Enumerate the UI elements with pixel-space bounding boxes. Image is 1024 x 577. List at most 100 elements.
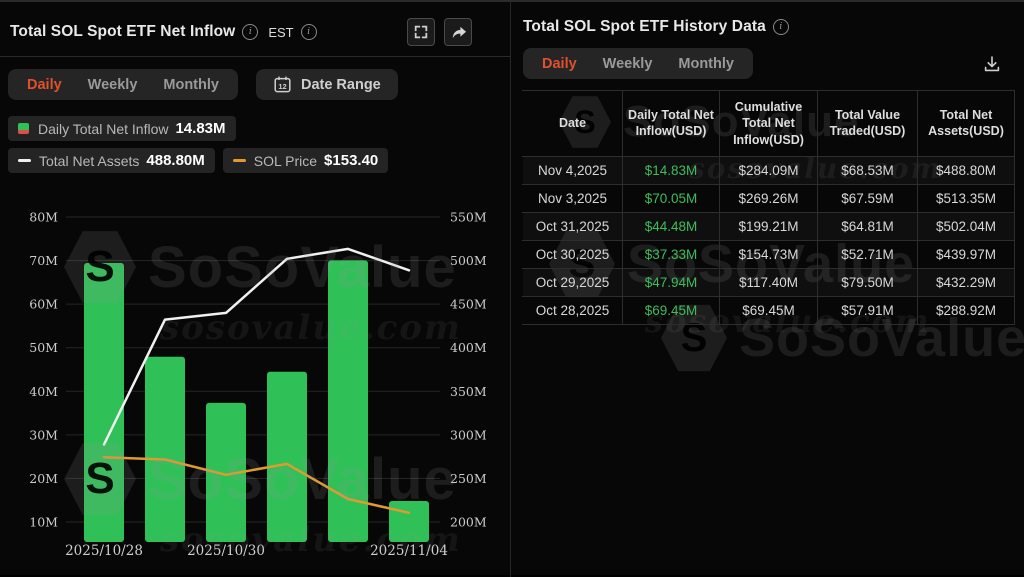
share-button[interactable] bbox=[444, 18, 472, 46]
price-legend-label: SOL Price bbox=[253, 152, 318, 169]
download-button[interactable] bbox=[982, 54, 1016, 74]
history-table: Date Daily Total Net Inflow(USD) Cumulativ… bbox=[522, 90, 1015, 325]
table-row: Nov 4,2025 $14.83M $284.09M $68.53M $488.80M bbox=[522, 155, 1015, 185]
left-axis-tick: 60M bbox=[29, 297, 58, 312]
history-tab-weekly[interactable]: Weekly bbox=[590, 48, 666, 79]
legend-total-net-assets[interactable]: Total Net Assets 488.80M bbox=[8, 148, 215, 173]
right-axis-tick: 200M bbox=[450, 515, 487, 530]
chart-tab-monthly[interactable]: Monthly bbox=[150, 69, 232, 100]
left-axis-tick: 80M bbox=[29, 210, 58, 225]
chart-title-info-icon[interactable]: i bbox=[242, 24, 259, 40]
table-cell-date: Nov 4,2025 bbox=[522, 155, 623, 185]
x-axis-tick: 2025/10/30 bbox=[187, 543, 265, 559]
chart-title: Total SOL Spot ETF Net Inflow bbox=[10, 23, 236, 40]
chart-header-actions bbox=[407, 18, 500, 46]
table-column-header: Cumulative Total Net Inflow(USD) bbox=[719, 90, 818, 157]
history-tab-monthly[interactable]: Monthly bbox=[665, 48, 747, 79]
price-legend-icon bbox=[232, 158, 246, 163]
inflow-bar[interactable] bbox=[389, 500, 429, 542]
right-axis-tick: 300M bbox=[450, 427, 487, 442]
table-cell-value: $57.91M bbox=[817, 295, 918, 325]
history-table-wrap: Date Daily Total Net Inflow(USD) Cumulativ… bbox=[522, 90, 1015, 325]
table-cell-value: $432.29M bbox=[917, 267, 1015, 297]
table-cell-value: $284.09M bbox=[719, 155, 818, 185]
table-cell-date: Nov 3,2025 bbox=[522, 183, 623, 213]
table-cell-date: Oct 28,2025 bbox=[522, 295, 623, 325]
table-column-header: Total Net Assets(USD) bbox=[917, 90, 1015, 157]
inflow-bar[interactable] bbox=[84, 262, 124, 542]
inflow-bar[interactable] bbox=[145, 356, 185, 542]
svg-text:12: 12 bbox=[278, 82, 286, 91]
chart-controls: Daily Weekly Monthly 12 Date Range bbox=[0, 57, 510, 100]
history-controls: Daily Weekly Monthly bbox=[511, 46, 1024, 79]
fullscreen-button[interactable] bbox=[407, 18, 435, 46]
table-cell-value: $439.97M bbox=[917, 239, 1015, 269]
table-cell-date: Oct 29,2025 bbox=[522, 267, 623, 297]
assets-legend-value: 488.80M bbox=[146, 152, 205, 169]
table-cell-date: Oct 30,2025 bbox=[522, 239, 623, 269]
legend-sol-price[interactable]: SOL Price $153.40 bbox=[222, 148, 389, 173]
legend-daily-inflow[interactable]: Daily Total Net Inflow 14.83M bbox=[8, 116, 236, 141]
table-row: Oct 31,2025 $44.48M $199.21M $64.81M $502.04… bbox=[522, 211, 1015, 241]
assets-legend-label: Total Net Assets bbox=[39, 152, 140, 169]
inflow-bar[interactable] bbox=[206, 402, 246, 542]
date-range-button[interactable]: 12 Date Range bbox=[255, 69, 398, 100]
inflow-legend-label: Daily Total Net Inflow bbox=[38, 120, 169, 137]
chart-tab-weekly[interactable]: Weekly bbox=[75, 69, 151, 100]
inflow-bar[interactable] bbox=[328, 260, 368, 542]
net-inflow-chart[interactable]: 80M 550M 70M 500M 60M 450M 50M 400M 40M 350M 30M 30… bbox=[0, 2, 510, 577]
table-cell-value: $288.92M bbox=[917, 295, 1015, 325]
timezone-info-icon[interactable]: i bbox=[300, 24, 317, 40]
net-inflow-chart-panel: Total SOL Spot ETF Net Inflow i EST i bbox=[0, 2, 511, 577]
price-legend-value: $153.40 bbox=[324, 152, 379, 169]
fullscreen-icon bbox=[414, 25, 428, 39]
inflow-legend-icon bbox=[18, 123, 29, 134]
right-axis-tick: 350M bbox=[450, 384, 487, 399]
table-cell-value: $37.33M bbox=[622, 239, 720, 269]
table-cell-value: $44.48M bbox=[622, 211, 720, 241]
header-divider bbox=[0, 56, 510, 57]
history-data-panel: Total SOL Spot ETF History Data i Daily … bbox=[511, 2, 1024, 577]
share-icon bbox=[452, 26, 466, 38]
chart-panel-header: Total SOL Spot ETF Net Inflow i EST i bbox=[0, 2, 510, 56]
table-row: Oct 30,2025 $37.33M $154.73M $52.71M $439.97… bbox=[522, 239, 1015, 269]
total-net-assets-line bbox=[102, 247, 411, 446]
chart-tab-daily[interactable]: Daily bbox=[14, 69, 75, 100]
timezone-label: EST bbox=[268, 24, 294, 40]
calendar-icon: 12 bbox=[274, 76, 291, 93]
table-row: Oct 29,2025 $47.94M $117.40M $79.50M $432.29… bbox=[522, 267, 1015, 297]
table-cell-value: $502.04M bbox=[917, 211, 1015, 241]
table-cell-value: $52.71M bbox=[817, 239, 918, 269]
table-column-header: Daily Total Net Inflow(USD) bbox=[622, 90, 720, 157]
x-axis-tick: 2025/11/04 bbox=[370, 543, 448, 559]
table-cell-value: $199.21M bbox=[719, 211, 818, 241]
history-tab-daily[interactable]: Daily bbox=[529, 48, 590, 79]
table-cell-value: $154.73M bbox=[719, 239, 818, 269]
table-cell-value: $64.81M bbox=[817, 211, 918, 241]
history-title-info-icon[interactable]: i bbox=[772, 19, 789, 35]
chart-period-tabs: Daily Weekly Monthly bbox=[8, 69, 238, 100]
left-axis-tick: 50M bbox=[29, 340, 58, 355]
table-cell-value: $69.45M bbox=[622, 295, 720, 325]
inflow-legend-value: 14.83M bbox=[175, 120, 226, 137]
table-cell-value: $513.35M bbox=[917, 183, 1015, 213]
date-range-label: Date Range bbox=[300, 76, 381, 93]
chart-legend: Daily Total Net Inflow 14.83M Total Net … bbox=[0, 100, 510, 173]
right-axis-tick: 550M bbox=[450, 210, 487, 225]
table-column-header: Date bbox=[522, 90, 623, 157]
table-cell-value: $14.83M bbox=[622, 155, 720, 185]
inflow-bar[interactable] bbox=[267, 371, 307, 542]
history-period-tabs: Daily Weekly Monthly bbox=[523, 48, 753, 79]
x-axis-tick: 2025/10/28 bbox=[65, 543, 143, 559]
right-axis-tick: 500M bbox=[450, 253, 487, 268]
assets-legend-icon bbox=[18, 158, 31, 163]
left-axis-tick: 30M bbox=[29, 427, 58, 442]
left-axis-tick: 70M bbox=[29, 253, 58, 268]
table-column-header: Total Value Traded(USD) bbox=[817, 90, 918, 157]
left-axis-tick: 20M bbox=[29, 471, 58, 486]
history-title: Total SOL Spot ETF History Data bbox=[523, 18, 766, 35]
sol-price-line bbox=[102, 456, 411, 515]
table-cell-value: $79.50M bbox=[817, 267, 918, 297]
table-cell-value: $269.26M bbox=[719, 183, 818, 213]
